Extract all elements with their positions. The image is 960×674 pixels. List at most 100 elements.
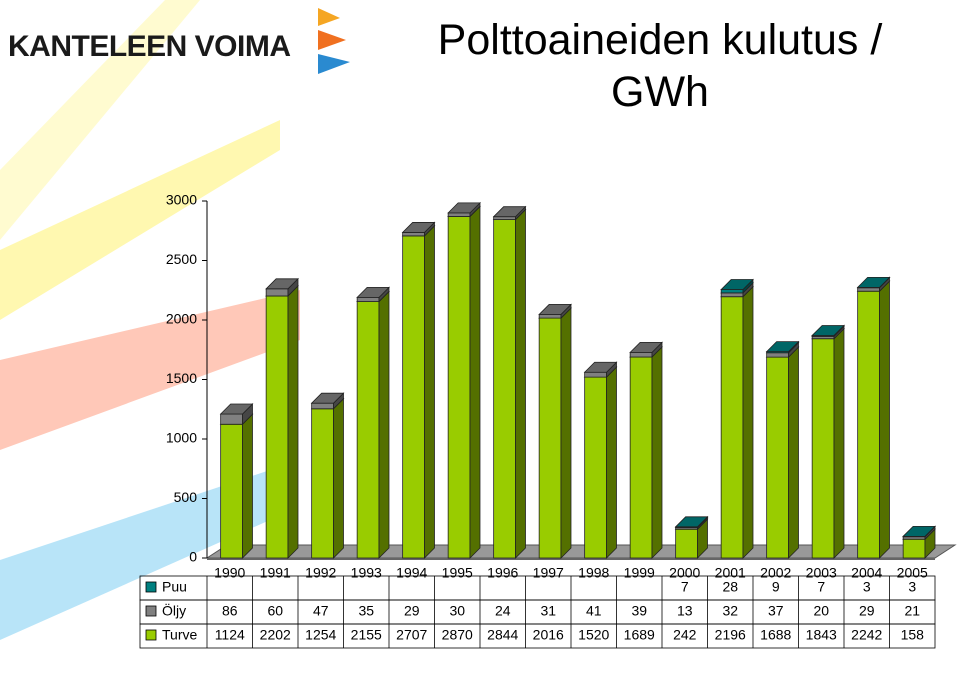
bar-side [333, 397, 344, 559]
table-value: 158 [901, 627, 925, 643]
table-value: 7 [681, 579, 689, 595]
table-value: 1520 [578, 627, 609, 643]
x-tick-label: 1999 [624, 565, 655, 581]
bar-side [879, 280, 890, 559]
bar-front [447, 216, 471, 559]
table-value: 21 [904, 603, 920, 619]
bar-front [220, 423, 243, 559]
bar-front [220, 413, 243, 425]
table-value: 24 [495, 603, 511, 619]
x-tick-label: 1990 [214, 565, 245, 581]
x-tick-label: 2001 [715, 565, 746, 581]
bar-side [833, 327, 845, 559]
x-tick-label: 1997 [533, 565, 564, 581]
bar-front [629, 356, 653, 559]
x-tick-label: 2000 [669, 565, 700, 581]
bar-top [538, 304, 572, 315]
bar-top [356, 286, 390, 298]
table-value: 37 [768, 603, 784, 619]
bar-top [629, 341, 663, 353]
table-value: 2202 [260, 627, 291, 643]
bar-front [493, 219, 516, 559]
bar-front [857, 290, 880, 559]
table-value: 2870 [442, 627, 473, 643]
y-tick-label: 1000 [166, 430, 197, 446]
bar-front [311, 402, 334, 410]
table-value: 1124 [215, 627, 245, 643]
table-value: 3 [863, 579, 871, 595]
table-value: 1689 [624, 627, 655, 643]
x-tick-label: 1991 [260, 565, 291, 581]
bar-front [720, 296, 744, 559]
y-tick-label: 2000 [166, 311, 197, 327]
bar-side [242, 413, 253, 559]
bar-front [311, 408, 334, 559]
bar-side [287, 284, 299, 559]
bar-top [265, 278, 299, 290]
legend-key [145, 629, 157, 641]
x-tick-label: 1992 [305, 565, 336, 581]
y-tick-label: 3000 [166, 192, 197, 208]
table-row [139, 623, 936, 649]
table-value: 30 [449, 603, 465, 619]
x-tick-label: 1993 [351, 565, 382, 581]
bar-top [811, 325, 845, 336]
bar-side [606, 366, 617, 559]
bar-front [675, 528, 698, 559]
x-tick-label: 1996 [487, 565, 518, 581]
logo-flag [318, 54, 350, 74]
bar-front [356, 296, 380, 302]
table-value: 35 [358, 603, 374, 619]
bar-top [902, 525, 936, 537]
bar-front [265, 288, 289, 297]
table-value: 7 [817, 579, 825, 595]
decor-ray [0, 0, 200, 240]
table-value: 86 [222, 603, 238, 619]
legend-key [145, 605, 157, 617]
x-tick-label: 2005 [897, 565, 928, 581]
table-value: 60 [267, 603, 283, 619]
bar-front [766, 352, 789, 358]
x-tick-label: 1998 [578, 565, 609, 581]
table-value: 29 [859, 603, 875, 619]
table-value: 9 [772, 579, 780, 595]
chart-title: Polttoaineiden kulutus / GWh [437, 16, 883, 116]
x-tick-label: 1995 [442, 565, 473, 581]
bar-top [219, 403, 254, 415]
bar-top [765, 341, 800, 353]
bar-front [538, 317, 562, 559]
bar-top [720, 279, 754, 290]
bar-front [402, 235, 425, 559]
logo: KANTELEEN VOIMA [8, 30, 291, 63]
table-value: 2242 [851, 627, 882, 643]
table-value: 3 [908, 579, 916, 595]
bar-top [310, 392, 345, 404]
legend-label: Turve [162, 627, 197, 643]
table-value: 28 [722, 579, 738, 595]
table-value: 47 [313, 603, 329, 619]
bar-side [469, 205, 481, 559]
bar-front [402, 232, 425, 237]
bar-front [629, 351, 653, 358]
bar-front [857, 287, 880, 292]
table-value: 2844 [487, 627, 518, 643]
bar-front [493, 216, 516, 220]
y-tick-label: 1500 [166, 370, 197, 386]
bar-front [902, 538, 926, 559]
bar-top [583, 361, 618, 373]
table-value: 2016 [533, 627, 564, 643]
table-value: 29 [404, 603, 420, 619]
legend-label: Öljy [162, 602, 186, 619]
logo-flag [318, 8, 340, 26]
bar-top [492, 206, 527, 218]
logo-flag [318, 30, 346, 50]
bar-front [447, 212, 471, 217]
bar-front [265, 295, 289, 559]
table-value: 2707 [396, 627, 427, 643]
bar-side [424, 224, 435, 559]
decor-ray [0, 470, 270, 640]
bar-side [651, 346, 663, 559]
x-tick-label: 2002 [760, 565, 791, 581]
